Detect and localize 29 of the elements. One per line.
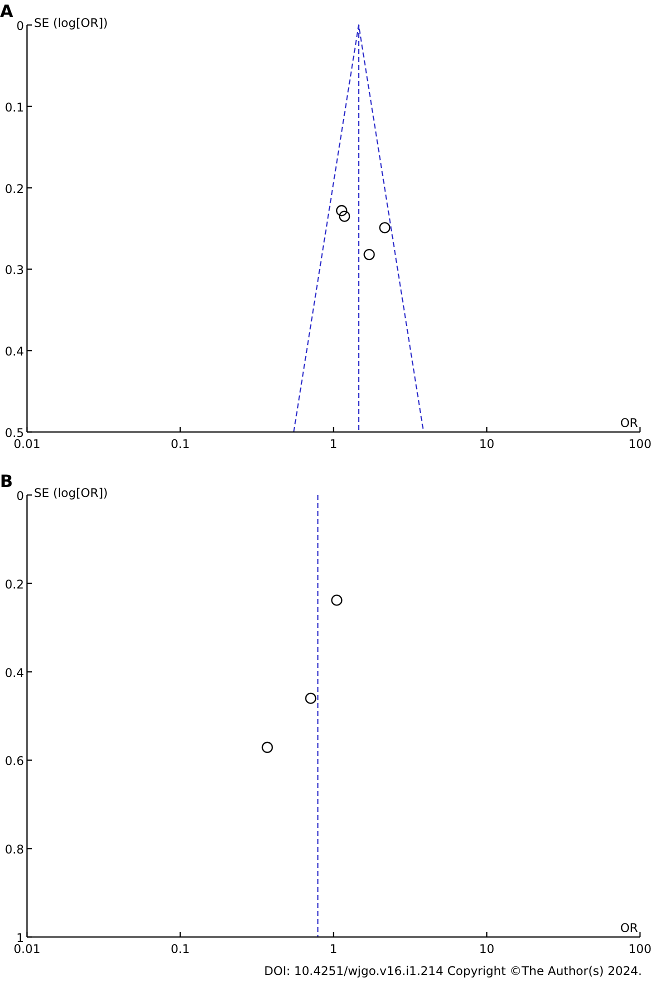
x-tick-label: 0.1	[170, 437, 190, 451]
y-tick-label: 0.3	[4, 263, 24, 278]
y-tick-label: 0.2	[4, 182, 24, 196]
y-tick-label: 1	[16, 931, 24, 945]
y-tick-label: 0	[16, 489, 24, 503]
x-tick-label: 10	[479, 437, 494, 451]
y-axis-title: SE (log[OR])	[34, 16, 108, 30]
x-tick-label: 100	[628, 942, 652, 956]
x-axis-title: OR	[620, 416, 638, 430]
x-tick-label: 1	[330, 942, 338, 956]
x-axis-title: OR	[620, 921, 638, 935]
y-tick-label: 0	[16, 19, 24, 33]
y-tick-label: 0.6	[4, 754, 24, 768]
y-tick-label: 0.1	[4, 100, 24, 114]
y-axis-title: SE (log[OR])	[34, 486, 108, 500]
text: DOI: 10.4251/wjgo.v16.i1.214 Copyright ©The Author(s) 2024.	[264, 964, 642, 978]
x-tick-label: 0.1	[170, 942, 190, 956]
x-tick-label: 100	[628, 437, 652, 451]
y-tick-label: 0.5	[4, 426, 24, 440]
x-tick-label: 0.01	[14, 437, 40, 451]
y-tick-label: 0.4	[4, 344, 24, 359]
chart-title: B	[0, 472, 13, 492]
y-tick-label: 0.4	[4, 666, 24, 680]
y-tick-label: 0.8	[4, 842, 24, 857]
x-tick-label: 1	[330, 437, 338, 451]
chart-title: A	[0, 2, 14, 22]
x-tick-label: 0.01	[14, 942, 40, 956]
x-tick-label: 10	[479, 942, 494, 956]
y-tick-label: 0.2	[4, 577, 24, 592]
